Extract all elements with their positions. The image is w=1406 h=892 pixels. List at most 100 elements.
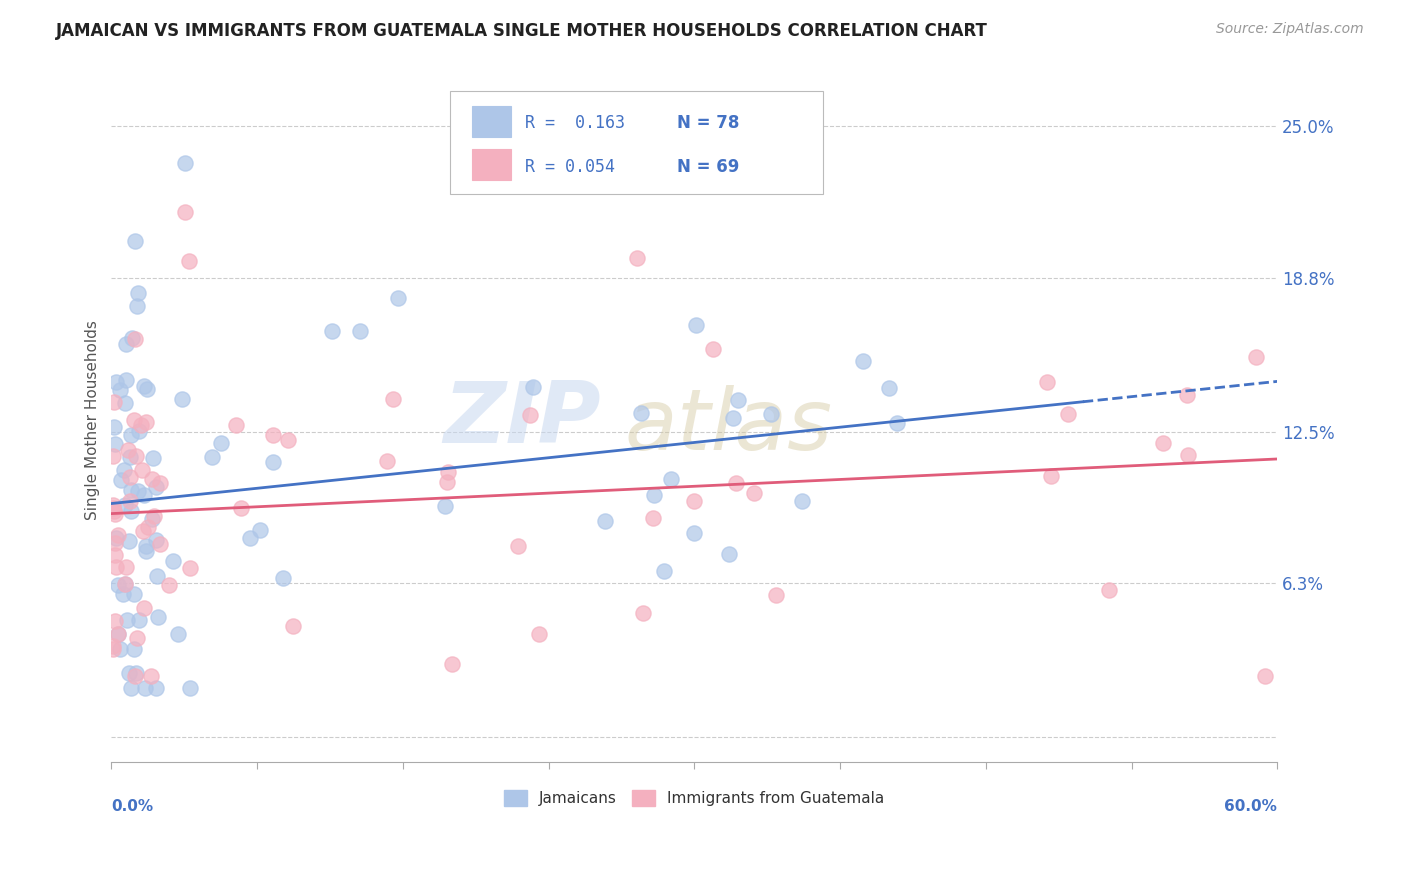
Point bbox=[146, 569, 169, 583]
Point bbox=[437, 465, 460, 479]
Point bbox=[115, 560, 138, 574]
Point bbox=[142, 450, 165, 465]
Text: R = 0.054: R = 0.054 bbox=[526, 159, 616, 177]
Point bbox=[626, 251, 648, 265]
Point bbox=[143, 509, 166, 524]
Point bbox=[128, 424, 150, 438]
Point bbox=[387, 291, 409, 305]
Point bbox=[201, 450, 224, 464]
Point bbox=[271, 571, 294, 585]
Point bbox=[179, 253, 201, 268]
Point bbox=[120, 428, 142, 442]
Point bbox=[381, 392, 404, 406]
Point bbox=[120, 681, 142, 696]
Point bbox=[1254, 669, 1277, 683]
Point bbox=[114, 498, 136, 512]
Point bbox=[131, 463, 153, 477]
Point bbox=[135, 539, 157, 553]
Point bbox=[104, 507, 127, 521]
Point bbox=[145, 681, 167, 696]
Point bbox=[110, 383, 132, 397]
Point bbox=[121, 331, 143, 345]
Point bbox=[249, 523, 271, 537]
Point bbox=[103, 395, 125, 409]
Point bbox=[682, 494, 704, 508]
Point bbox=[117, 442, 139, 457]
Point bbox=[683, 525, 706, 540]
Point bbox=[886, 416, 908, 430]
Point bbox=[135, 543, 157, 558]
Point bbox=[141, 512, 163, 526]
Point bbox=[225, 417, 247, 432]
Legend: Jamaicans, Immigrants from Guatemala: Jamaicans, Immigrants from Guatemala bbox=[498, 784, 891, 813]
Point bbox=[103, 501, 125, 516]
Point bbox=[522, 380, 544, 394]
Point bbox=[134, 681, 156, 696]
Point bbox=[103, 449, 125, 463]
Point bbox=[765, 589, 787, 603]
Point bbox=[349, 324, 371, 338]
Point bbox=[170, 392, 193, 407]
Point bbox=[724, 475, 747, 490]
Point bbox=[107, 627, 129, 641]
Point bbox=[134, 379, 156, 393]
Point bbox=[157, 577, 180, 591]
Point bbox=[120, 470, 142, 484]
Point bbox=[759, 407, 782, 421]
Point bbox=[742, 485, 765, 500]
Point bbox=[125, 300, 148, 314]
Point bbox=[118, 666, 141, 681]
Point bbox=[112, 587, 135, 601]
Point bbox=[262, 428, 284, 442]
Point bbox=[127, 286, 149, 301]
Text: atlas: atlas bbox=[624, 385, 832, 468]
Point bbox=[118, 494, 141, 508]
Point bbox=[1036, 375, 1059, 389]
Point bbox=[519, 408, 541, 422]
Point bbox=[112, 463, 135, 477]
Point bbox=[103, 642, 125, 657]
Point bbox=[652, 564, 675, 578]
Point bbox=[120, 483, 142, 497]
Point bbox=[125, 632, 148, 646]
Point bbox=[104, 375, 127, 389]
Point bbox=[436, 475, 458, 489]
Point bbox=[129, 418, 152, 433]
Point bbox=[229, 500, 252, 515]
Point bbox=[120, 450, 142, 464]
Point bbox=[162, 554, 184, 568]
Point bbox=[104, 548, 127, 562]
FancyBboxPatch shape bbox=[471, 106, 512, 137]
Point bbox=[1040, 469, 1063, 483]
Point bbox=[127, 483, 149, 498]
Point bbox=[124, 332, 146, 346]
Point bbox=[1152, 435, 1174, 450]
Point bbox=[115, 373, 138, 387]
Point bbox=[132, 601, 155, 615]
FancyBboxPatch shape bbox=[471, 149, 512, 180]
Point bbox=[209, 435, 232, 450]
Point bbox=[110, 474, 132, 488]
Point bbox=[641, 511, 664, 525]
Point bbox=[643, 488, 665, 502]
Point bbox=[125, 449, 148, 463]
Point bbox=[136, 520, 159, 534]
Text: Source: ZipAtlas.com: Source: ZipAtlas.com bbox=[1216, 22, 1364, 37]
Point bbox=[104, 560, 127, 574]
Text: 0.0%: 0.0% bbox=[111, 799, 153, 814]
Text: JAMAICAN VS IMMIGRANTS FROM GUATEMALA SINGLE MOTHER HOUSEHOLDS CORRELATION CHART: JAMAICAN VS IMMIGRANTS FROM GUATEMALA SI… bbox=[56, 22, 988, 40]
Point bbox=[115, 613, 138, 627]
Point bbox=[630, 406, 652, 420]
Text: 60.0%: 60.0% bbox=[1225, 799, 1277, 814]
Point bbox=[103, 420, 125, 434]
Point bbox=[124, 587, 146, 601]
Point bbox=[321, 324, 343, 338]
Point bbox=[441, 657, 464, 672]
Point bbox=[107, 528, 129, 542]
Point bbox=[135, 415, 157, 429]
Point bbox=[103, 536, 125, 550]
Point bbox=[124, 669, 146, 683]
Point bbox=[132, 487, 155, 501]
Point bbox=[104, 531, 127, 545]
Point bbox=[527, 626, 550, 640]
